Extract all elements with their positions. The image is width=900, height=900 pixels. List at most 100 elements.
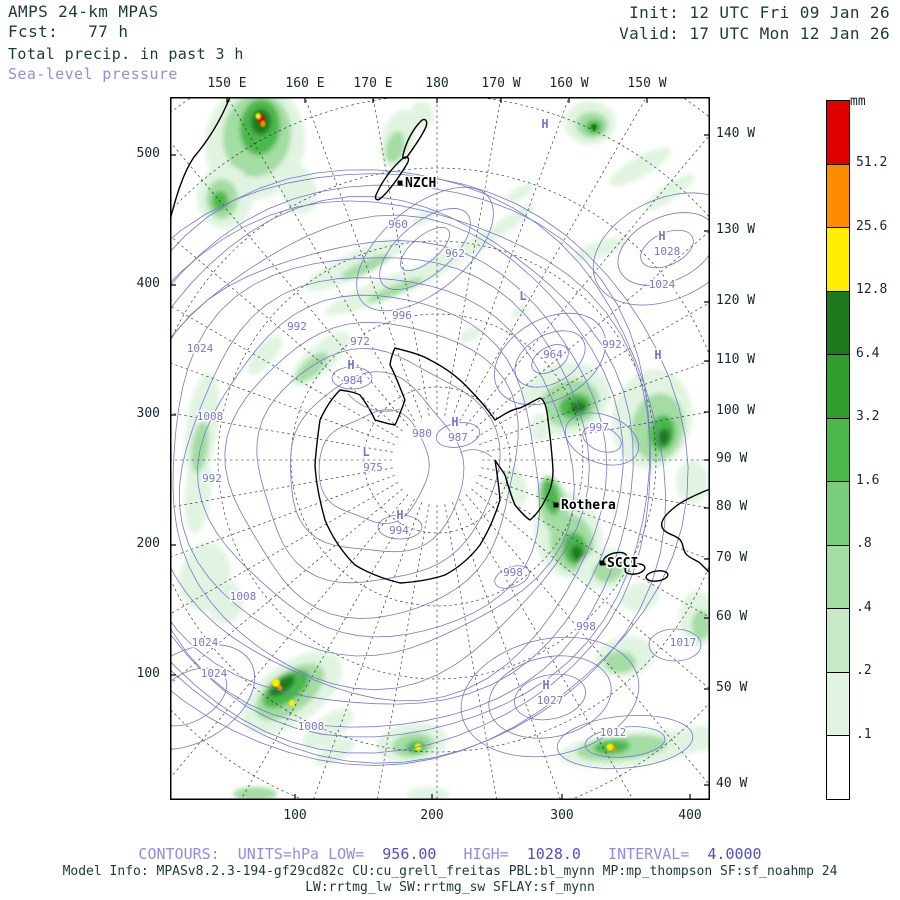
isobar-label: 1028 xyxy=(654,245,681,258)
axis-right-label: 130 W xyxy=(716,222,756,237)
colorbar-level-label: 6.4 xyxy=(856,345,880,361)
pressure-labels: 960 962 H H 1028 1024 992 972 996 L 964 992 H 1024 100… xyxy=(185,116,698,741)
isobar-label: H xyxy=(654,348,661,362)
contour-info-part: LOW= xyxy=(328,845,365,863)
axis-bottom-label: 200 xyxy=(420,808,444,823)
axis-top-label: 150 W xyxy=(627,76,667,91)
axis-top-label: 170 W xyxy=(481,76,521,91)
isobar-label: H xyxy=(541,117,548,131)
isobar-label: 1008 xyxy=(230,590,257,603)
colorbar-segment xyxy=(827,482,849,546)
contour-info-part: UNITS=hPa xyxy=(237,845,320,863)
contour-info-part xyxy=(436,845,463,863)
station-label: Rothera xyxy=(561,498,616,513)
model-info-line2: LW:rrtmg_lw SW:rrtmg_sw SFLAY:sf_mynn xyxy=(305,880,595,895)
isobar-label: 994 xyxy=(389,524,409,537)
isobar-label: L xyxy=(519,289,526,303)
contour-info-part: 4.0000 xyxy=(689,845,762,863)
colorbar-segment xyxy=(827,418,849,483)
isobar-label: 962 xyxy=(445,247,465,260)
isobar-label: 975 xyxy=(363,461,383,474)
axis-right-label: 70 W xyxy=(716,550,748,565)
isobar-label: 960 xyxy=(388,218,408,231)
contour-info-line: CONTOURS: UNITS=hPa LOW= 956.00 HIGH= 10… xyxy=(0,845,900,863)
colorbar-level-label: .1 xyxy=(856,726,872,742)
contour-info-part: INTERVAL= xyxy=(608,845,690,863)
axis-left-label: 100 xyxy=(136,666,160,681)
isobar-label: 1024 xyxy=(187,342,214,355)
colorbar-segment xyxy=(827,101,849,165)
colorbar-level-label: 3.2 xyxy=(856,409,880,425)
axis-ticks xyxy=(170,97,710,800)
isobar-label: 998 xyxy=(576,620,596,633)
map-frame xyxy=(170,97,710,800)
colorbar-level-label: 1.6 xyxy=(856,472,880,488)
isobar-label: 1027 xyxy=(537,694,564,707)
isobar-label: 1008 xyxy=(197,410,224,423)
isobar-label: 964 xyxy=(543,348,563,361)
axis-left-label: 400 xyxy=(136,276,160,291)
isobar-label: 987 xyxy=(448,431,468,444)
colorbar-level-label: 12.8 xyxy=(856,282,888,298)
contour-info-part: CONTOURS: xyxy=(138,845,220,863)
contour-info-part xyxy=(319,845,328,863)
station-marker xyxy=(553,502,559,508)
valid-time: Valid: 17 UTC Mon 12 Jan 26 xyxy=(619,24,890,43)
axis-right-label: 100 W xyxy=(716,403,756,418)
contour-info-part: 956.00 xyxy=(364,845,437,863)
contour-info-part: 1028.0 xyxy=(508,845,581,863)
axis-right-label: 140 W xyxy=(716,126,756,141)
isobar-label: 996 xyxy=(392,309,412,322)
contour-info-part xyxy=(220,845,238,863)
colorbar-segment xyxy=(827,164,849,229)
isobar-label: H xyxy=(542,678,549,692)
isobar-label: 1024 xyxy=(201,667,228,680)
axis-top-label: 160 E xyxy=(285,76,325,91)
colorbar-segment xyxy=(827,545,849,610)
colorbar-level-label: 25.6 xyxy=(856,218,888,234)
map-panel: 960 962 H H 1028 1024 992 972 996 L 964 992 H 1024 100… xyxy=(170,97,710,800)
coastlines xyxy=(170,97,710,584)
isobar-label: 997 xyxy=(589,421,609,434)
axis-left-label: 200 xyxy=(136,536,160,551)
axis-top-label: 160 W xyxy=(549,76,589,91)
isobar-label: 1008 xyxy=(298,720,325,733)
colorbar-level-label: .4 xyxy=(856,599,872,615)
isobar-label: 972 xyxy=(350,335,370,348)
contour-info-part: HIGH= xyxy=(463,845,509,863)
isobar-label: 992 xyxy=(287,320,307,333)
axis-right-label: 110 W xyxy=(716,352,756,367)
axis-top-label: 150 E xyxy=(207,76,247,91)
axis-right-label: 40 W xyxy=(716,776,748,791)
precip-shading xyxy=(255,113,616,751)
axis-right-label: 120 W xyxy=(716,293,756,308)
colorbar-segment xyxy=(827,736,849,800)
precip-shading xyxy=(179,97,710,800)
init-valid-times: Init: 12 UTC Fri 09 Jan 26 Valid: 17 UTC… xyxy=(619,2,890,44)
isobar-label: H xyxy=(451,415,458,429)
forecast-hour: Fcst: 77 h xyxy=(8,22,129,41)
isobar-label: H xyxy=(396,508,403,522)
stations: NZCH Rothera SCCI xyxy=(397,175,640,573)
isobar-label: 1024 xyxy=(649,278,676,291)
axis-bottom-label: 300 xyxy=(550,808,574,823)
colorbar-units-label: mm xyxy=(850,94,866,109)
isobar-label: 1024 xyxy=(192,636,219,649)
isobar-label: H xyxy=(347,358,354,372)
isobar-label: 1012 xyxy=(600,726,627,739)
isobar-label: 980 xyxy=(412,427,432,440)
pressure-contours xyxy=(170,169,710,769)
axis-left-label: 300 xyxy=(136,406,160,421)
axis-top-label: 180 xyxy=(425,76,449,91)
colorbar-level-label: 51.2 xyxy=(856,155,888,171)
station-label: NZCH xyxy=(405,176,436,191)
colorbar-level-label: .2 xyxy=(856,663,872,679)
colorbar-segment xyxy=(827,291,849,356)
axis-right-label: 80 W xyxy=(716,499,748,514)
axis-right-label: 60 W xyxy=(716,609,748,624)
isobar-label: 992 xyxy=(602,338,622,351)
axis-top-label: 170 E xyxy=(353,76,393,91)
axis-left-label: 500 xyxy=(136,146,160,161)
colorbar-segment xyxy=(827,609,849,673)
model-title: AMPS 24-km MPAS xyxy=(8,2,159,21)
